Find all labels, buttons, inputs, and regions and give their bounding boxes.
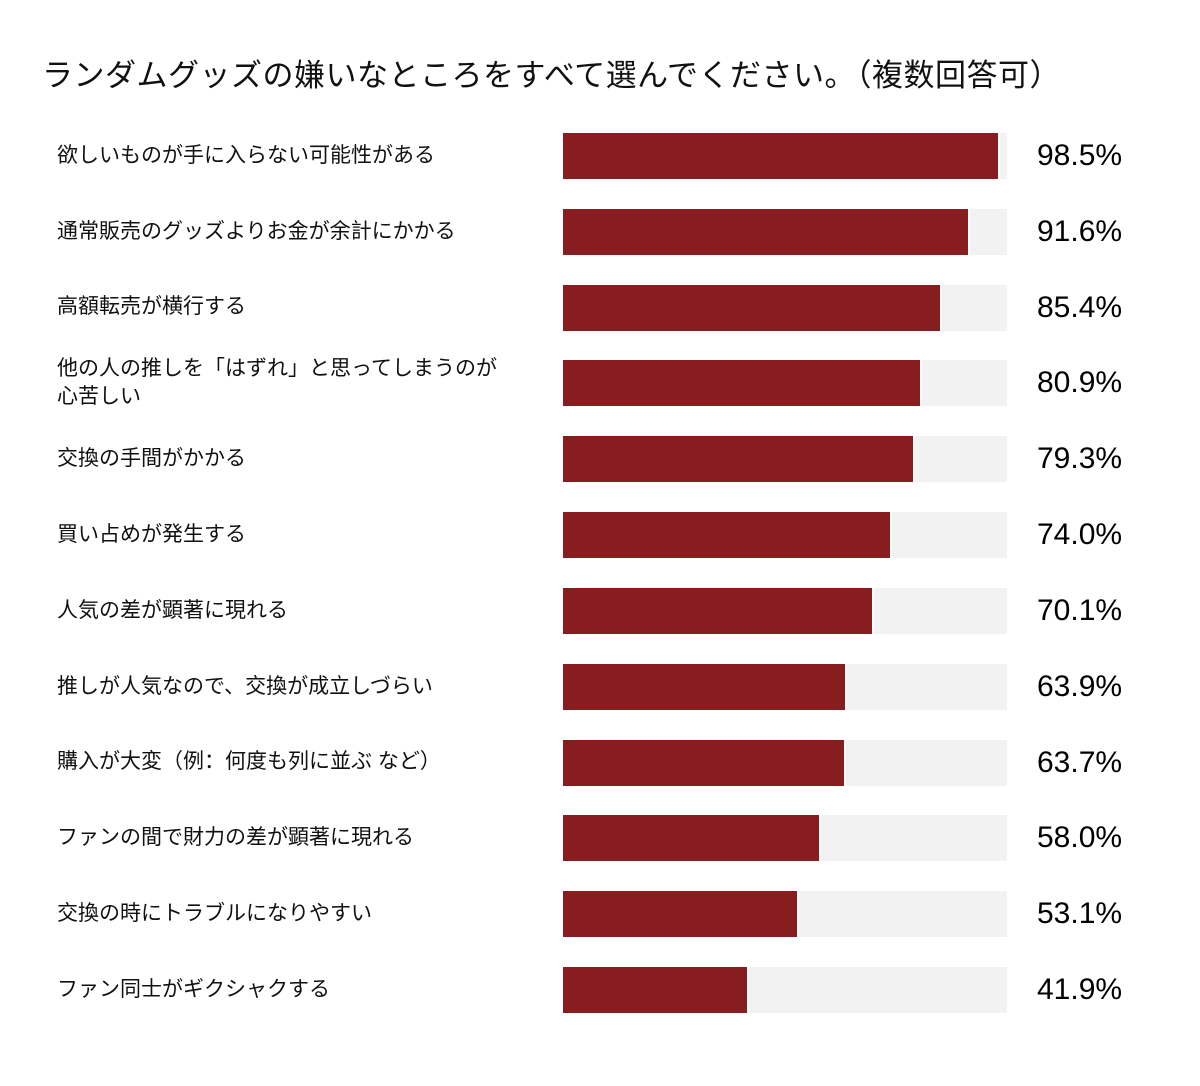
category-label: 他の人の推しを「はずれ」と思ってしまうのが 心苦しい [57,357,497,409]
category-label: ファン同士がギクシャクする [57,977,330,1001]
bar-track [563,512,1007,559]
bar-row: 買い占めが発生する 74.0% [57,497,1187,573]
category-label: 推しが人気なので、交換が成立しづらい [57,674,433,698]
bar-track [563,967,1007,1014]
bar-track [563,436,1007,483]
bar-track [563,284,1007,331]
value-label: 70.1% [1037,593,1123,627]
bar-fill [563,891,799,938]
category-label: 高額転売が横行する [57,295,246,319]
category-label: 交換の時にトラブルになりやすい [57,902,372,926]
bar-fill [563,815,821,862]
bar-track [563,739,1007,786]
bar-track [563,132,1007,179]
value-label: 63.9% [1037,669,1123,703]
bar-row: 推しが人気なので、交換が成立しづらい 63.9% [57,649,1187,725]
value-label: 58.0% [1037,821,1123,855]
bar-track [563,815,1007,862]
bar-row: ファンの間で財力の差が顕著に現れる 58.0% [57,800,1187,876]
value-label: 91.6% [1037,214,1123,248]
value-label: 79.3% [1037,442,1123,476]
bar-track [563,663,1007,710]
bar-track [563,360,1007,407]
value-label: 53.1% [1037,897,1123,931]
bar-row: 交換の時にトラブルになりやすい 53.1% [57,876,1187,952]
category-label: 買い占めが発生する [57,522,246,546]
bar-fill [563,284,943,331]
category-label: 欲しいものが手に入らない可能性がある [57,143,435,167]
bar-fill [563,360,923,407]
bar-row: 交換の手間がかかる 79.3% [57,421,1187,497]
bar-fill [563,132,1001,179]
value-label: 74.0% [1037,518,1123,552]
bar-track [563,587,1007,634]
category-label: 購入が大変（例：何度も列に並ぶ など） [57,750,441,774]
category-label: 交換の手間がかかる [57,447,246,471]
bar-row: 通常販売のグッズよりお金が余計にかかる 91.6% [57,194,1187,270]
value-label: 41.9% [1037,973,1123,1007]
bar-track [563,891,1007,938]
bar-fill [563,436,916,483]
bar-row-list: 欲しいものが手に入らない可能性がある 98.5% 通常販売のグッズよりお金が余計にか… [57,118,1187,1028]
bar-fill [563,208,970,255]
value-label: 80.9% [1037,366,1123,400]
value-label: 63.7% [1037,745,1123,779]
category-label: ファンの間で財力の差が顕著に現れる [57,826,414,850]
bar-fill [563,587,875,634]
bar-row: 欲しいものが手に入らない可能性がある 98.5% [57,118,1187,194]
bar-fill [563,739,846,786]
bar-fill [563,512,892,559]
category-label: 人気の差が顕著に現れる [57,598,288,622]
category-label: 通常販売のグッズよりお金が余計にかかる [57,219,456,243]
bar-fill [563,663,847,710]
bar-row: 他の人の推しを「はずれ」と思ってしまうのが 心苦しい 80.9% [57,345,1187,421]
chart-title: ランダムグッズの嫌いなところをすべて選んでください。（複数回答可） [42,58,1062,93]
bar-row: 高額転売が横行する 85.4% [57,270,1187,346]
value-label: 98.5% [1037,138,1123,172]
value-label: 85.4% [1037,290,1123,324]
bar-row: 人気の差が顕著に現れる 70.1% [57,573,1187,649]
bar-fill [563,967,750,1014]
bar-row: 購入が大変（例：何度も列に並ぶ など） 63.7% [57,725,1187,801]
bar-track [563,208,1007,255]
bar-row: ファン同士がギクシャクする 41.9% [57,952,1187,1028]
